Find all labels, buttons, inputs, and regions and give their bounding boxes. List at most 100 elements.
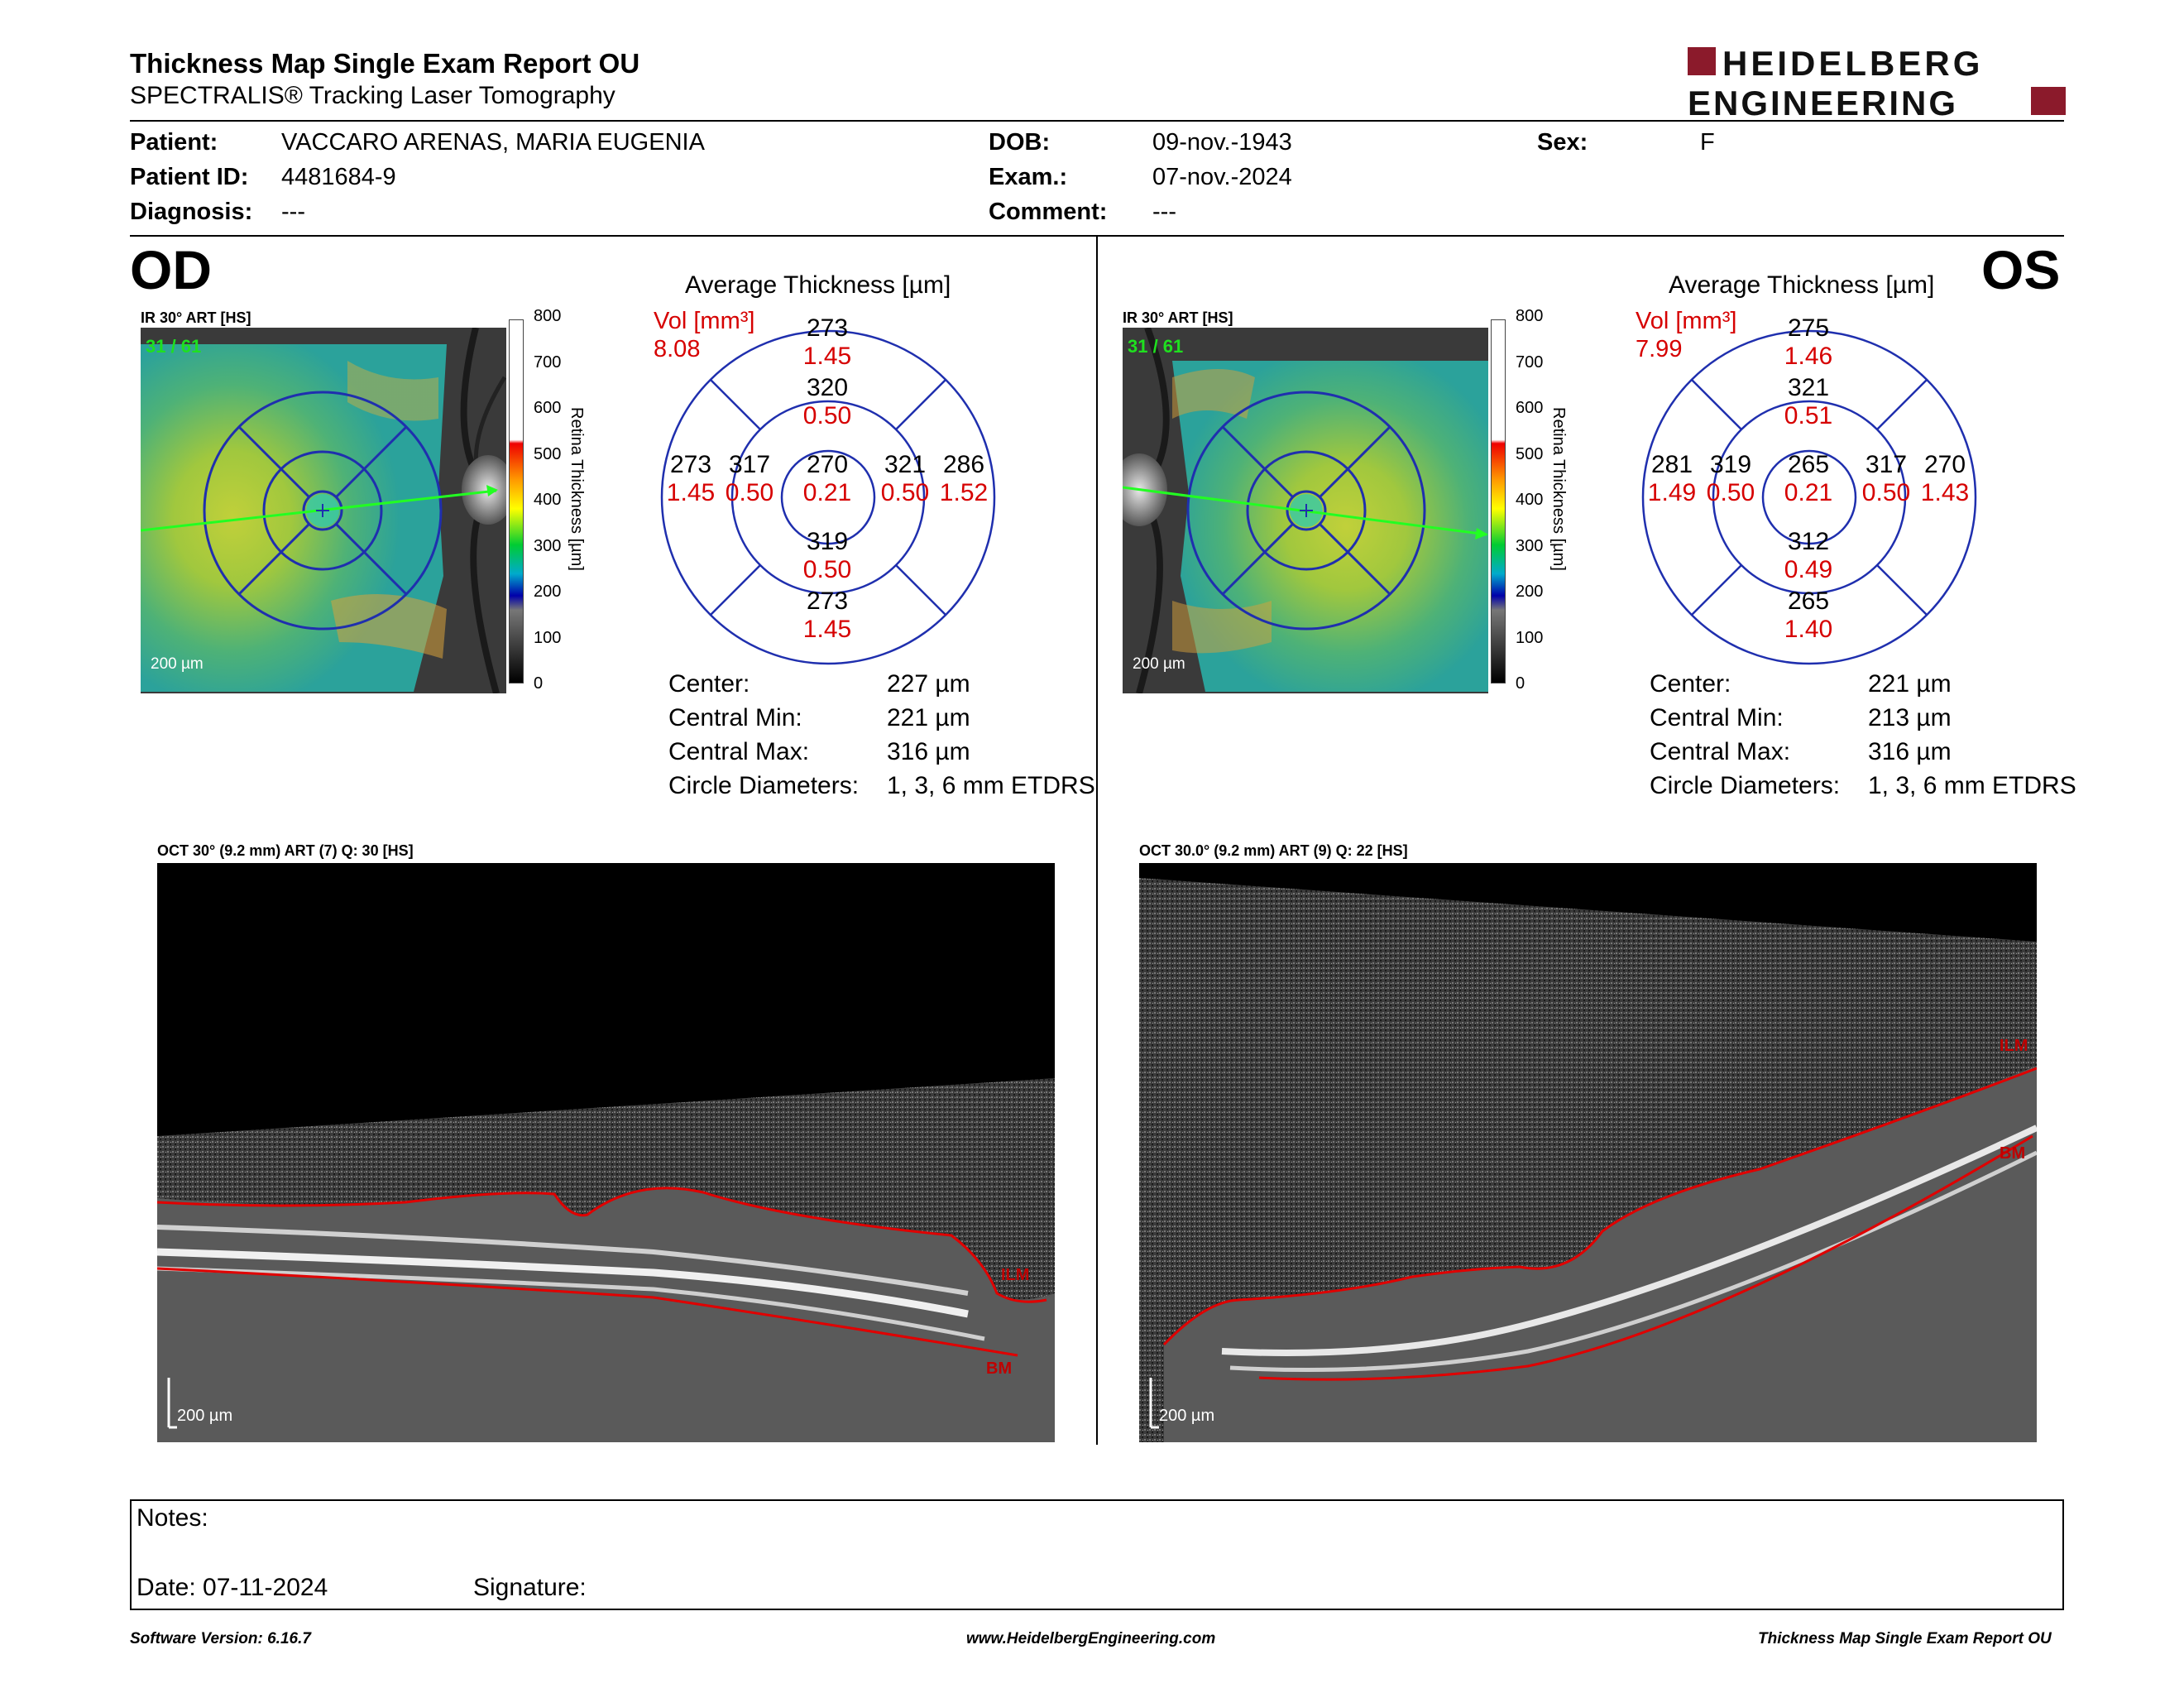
notes-box[interactable]: Notes: Date: 07-11-2024 Signature: [130, 1499, 2064, 1610]
os-max-label: Central Max: [1650, 738, 1791, 765]
od-outer-top: 273 1.45 [802, 314, 852, 370]
patient-id-label: Patient ID: [130, 164, 249, 190]
os-min-value: 213 µm [1868, 704, 1952, 731]
report-title: Thickness Map Single Exam Report OU [130, 48, 640, 79]
od-center: 270 0.21 [802, 451, 852, 506]
os-colorbar [1491, 319, 1506, 683]
od-colorbar-tick: 800 [534, 307, 562, 325]
os-center-label: Center: [1650, 670, 1731, 698]
os-ir-caption: IR 30° ART [HS] [1123, 309, 1233, 326]
signature-label: Signature: [473, 1574, 587, 1601]
footer-report-name: Thickness Map Single Exam Report OU [1758, 1630, 2052, 1647]
os-slice-indicator: 31 / 61 [1128, 336, 1184, 357]
os-fundus-image: 31 / 61 200 µm [1123, 328, 1488, 693]
patient-id-value: 4481684-9 [281, 164, 396, 190]
os-diam-label: Circle Diameters: [1650, 772, 1841, 799]
od-oct-caption: OCT 30° (9.2 mm) ART (7) Q: 30 [HS] [157, 842, 414, 859]
sex-label: Sex: [1537, 129, 1588, 156]
os-inner-bottom: 312 0.49 [1784, 528, 1833, 583]
os-diam-value: 1, 3, 6 mm ETDRS [1868, 772, 2076, 799]
od-colorbar-tick: 200 [534, 583, 562, 601]
os-avg-title: Average Thickness [µm] [1669, 271, 1935, 299]
od-inner-right: 321 0.50 [880, 451, 930, 506]
od-fundus-image: 31 / 61 200 µm [141, 328, 506, 693]
od-colorbar-tick: 0 [534, 674, 544, 693]
od-inner-left: 317 0.50 [725, 451, 774, 506]
od-eye-label: OD [130, 239, 212, 300]
diagnosis-value: --- [281, 199, 305, 225]
od-max-value: 316 µm [887, 738, 970, 765]
os-colorbar-tick: 800 [1516, 307, 1544, 325]
od-colorbar-tick: 400 [534, 491, 562, 509]
od-colorbar-tick: 300 [534, 536, 562, 555]
os-outer-left: 281 1.49 [1647, 451, 1697, 506]
os-max-value: 316 µm [1868, 738, 1952, 765]
os-outer-top: 275 1.46 [1784, 314, 1833, 370]
od-oct-bscan: ILM BM 200 µm [157, 863, 1055, 1442]
od-etdrs-grid [659, 328, 998, 671]
patient-value: VACCARO ARENAS, MARIA EUGENIA [281, 129, 705, 156]
notes-label: Notes: [136, 1504, 208, 1532]
od-center-label: Center: [668, 670, 750, 698]
os-vol-value: 7.99 [1636, 336, 1683, 362]
os-ilm-label: ILM [2000, 1037, 2028, 1055]
od-outer-left: 273 1.45 [666, 451, 716, 506]
od-min-value: 221 µm [887, 704, 970, 731]
od-colorbar-tick: 700 [534, 352, 562, 372]
os-colorbar-tick: 200 [1516, 583, 1544, 601]
website-link[interactable]: www.HeidelbergEngineering.com [966, 1630, 1216, 1647]
os-colorbar-tick: 100 [1516, 628, 1544, 647]
os-oct-caption: OCT 30.0° (9.2 mm) ART (9) Q: 22 [HS] [1139, 842, 1408, 859]
od-slice-indicator: 31 / 61 [146, 336, 202, 357]
od-vol-value: 8.08 [654, 336, 701, 362]
od-ir-caption: IR 30° ART [HS] [141, 309, 251, 326]
od-diam-value: 1, 3, 6 mm ETDRS [887, 772, 1095, 799]
od-diam-label: Circle Diameters: [668, 772, 860, 799]
od-colorbar-tick: 500 [534, 444, 562, 463]
logo-top-text: HEIDELBERG [1722, 46, 1983, 83]
os-inner-left: 319 0.50 [1706, 451, 1755, 506]
os-inner-top: 321 0.51 [1784, 374, 1833, 429]
os-min-label: Central Min: [1650, 704, 1784, 731]
od-bm-label: BM [986, 1360, 1013, 1378]
exam-label: Exam.: [989, 164, 1068, 190]
os-oct-scale: 200 µm [1159, 1407, 1215, 1425]
od-avg-title: Average Thickness [µm] [685, 271, 951, 299]
os-center: 265 0.21 [1784, 451, 1833, 506]
od-min-label: Central Min: [668, 704, 802, 731]
od-colorbar [509, 319, 524, 683]
logo-bottom-text: ENGINEERING [1688, 84, 1958, 120]
sex-value: F [1700, 129, 1715, 156]
os-colorbar-tick: 700 [1516, 352, 1544, 372]
os-colorbar-tick: 600 [1516, 399, 1544, 417]
od-colorbar-tick: 600 [534, 399, 562, 417]
os-outer-bottom: 265 1.40 [1784, 587, 1833, 643]
od-colorbar-tick: 100 [534, 628, 562, 647]
od-scale-label: 200 µm [151, 655, 204, 673]
os-outer-right: 270 1.43 [1920, 451, 1970, 506]
od-oct-scale: 200 µm [177, 1407, 233, 1425]
os-vol-label: Vol [mm³] [1636, 308, 1737, 334]
os-bm-label: BM [2000, 1144, 2026, 1163]
od-ilm-label: ILM [1001, 1266, 1030, 1284]
os-inner-right: 317 0.50 [1861, 451, 1911, 506]
od-outer-bottom: 273 1.45 [802, 587, 852, 643]
od-center-value: 227 µm [887, 670, 970, 698]
os-eye-label: OS [1981, 239, 2061, 300]
os-colorbar-tick: 400 [1516, 491, 1544, 509]
os-colorbar-tick: 500 [1516, 444, 1544, 463]
patient-label: Patient: [130, 129, 218, 156]
dob-value: 09-nov.-1943 [1152, 129, 1292, 156]
comment-label: Comment: [989, 199, 1108, 225]
exam-value: 07-nov.-2024 [1152, 164, 1292, 190]
os-colorbar-tick: 300 [1516, 536, 1544, 555]
os-scale-label: 200 µm [1133, 655, 1185, 673]
date-label: Date: 07-11-2024 [136, 1574, 328, 1601]
od-outer-right: 286 1.52 [939, 451, 989, 506]
od-vol-label: Vol [mm³] [654, 308, 755, 334]
od-inner-bottom: 319 0.50 [802, 528, 852, 583]
heidelberg-logo: HEIDELBERG ENGINEERING [1688, 44, 2068, 122]
os-colorbar-tick: 0 [1516, 674, 1525, 693]
dob-label: DOB: [989, 129, 1051, 156]
od-inner-top: 320 0.50 [802, 374, 852, 429]
